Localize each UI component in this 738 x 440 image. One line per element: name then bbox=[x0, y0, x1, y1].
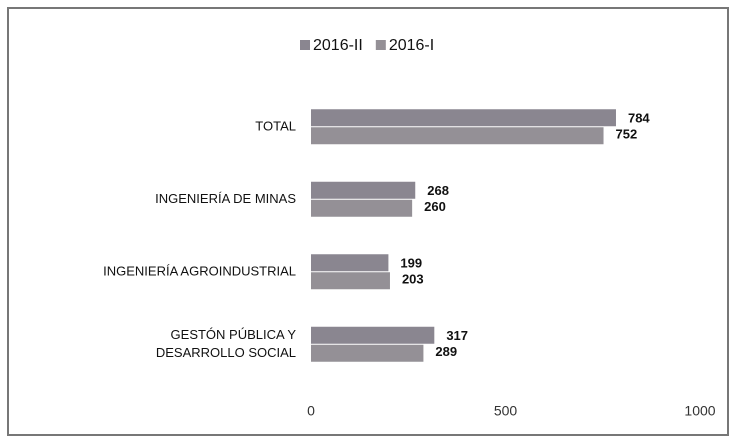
bar bbox=[311, 127, 604, 145]
legend-label: 2016-II bbox=[313, 37, 363, 54]
bar bbox=[311, 199, 413, 217]
value-label: 289 bbox=[435, 344, 457, 359]
value-label: 784 bbox=[628, 111, 650, 126]
y-tick-label: INGENIERÍA DE MINAS bbox=[155, 191, 296, 206]
bar bbox=[311, 344, 424, 362]
x-tick-label: 500 bbox=[494, 403, 518, 419]
value-label: 260 bbox=[424, 199, 446, 214]
x-tick-label: 0 bbox=[307, 403, 315, 419]
y-tick-label: TOTAL bbox=[255, 119, 296, 134]
bar bbox=[311, 326, 435, 344]
legend-swatch bbox=[300, 40, 310, 50]
bar bbox=[311, 109, 616, 127]
y-tick-label: INGENIERÍA AGROINDUSTRIAL bbox=[103, 264, 296, 279]
value-label: 752 bbox=[616, 127, 638, 142]
legend-label: 2016-I bbox=[389, 37, 434, 54]
value-label: 317 bbox=[446, 328, 468, 343]
bar bbox=[311, 272, 390, 290]
y-tick-label: GESTÓN PÚBLICA Y DESARROLLO SOCIAL bbox=[156, 327, 296, 360]
legend-swatch bbox=[375, 40, 386, 50]
bar bbox=[311, 254, 389, 272]
value-label: 199 bbox=[400, 256, 422, 271]
value-label: 268 bbox=[427, 183, 449, 198]
chart-frame bbox=[7, 7, 729, 436]
value-label: 203 bbox=[402, 272, 424, 287]
bar bbox=[311, 181, 416, 199]
x-tick-label: 1000 bbox=[684, 403, 715, 419]
